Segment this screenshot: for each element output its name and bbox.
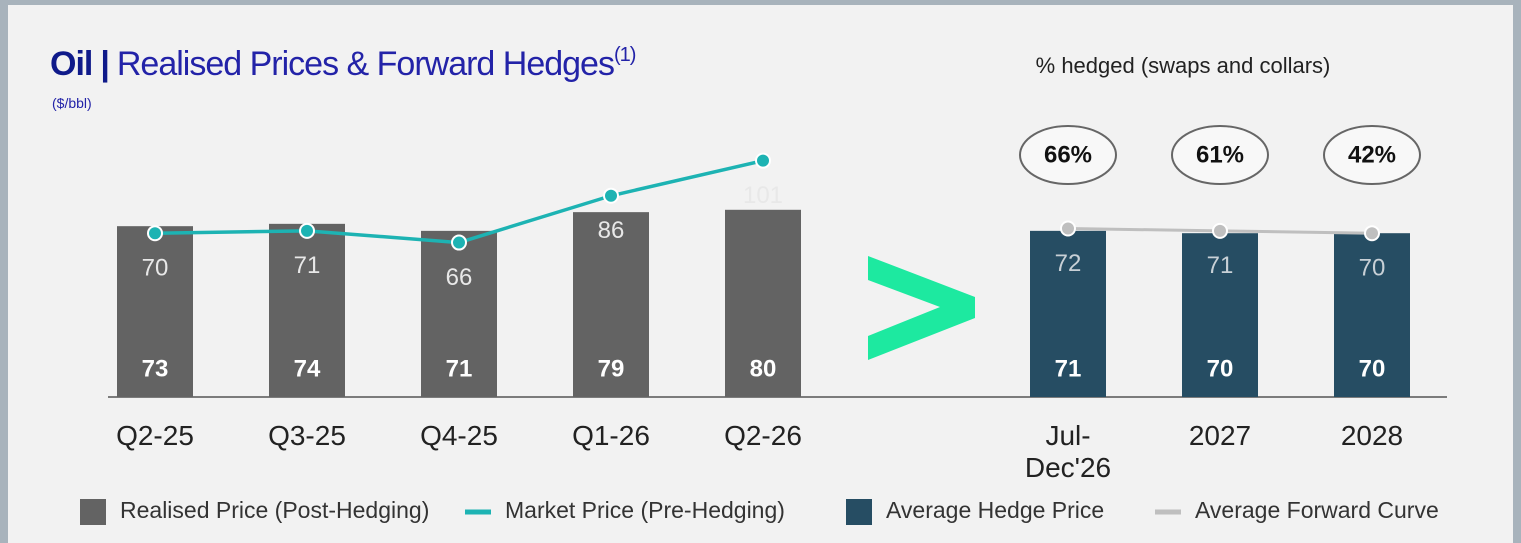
line-point <box>603 187 619 204</box>
x-tick-label: Q2-25 <box>116 420 194 451</box>
x-tick-label: 2028 <box>1340 420 1404 451</box>
bar-label: 70 <box>1207 355 1234 382</box>
title-sub: Realised Prices & Forward Hedges <box>116 45 615 83</box>
bar-label: 71 <box>446 355 473 382</box>
chevron <box>868 256 975 360</box>
line-point <box>755 152 771 169</box>
line-point <box>147 225 163 242</box>
x-tick-label: 2027 <box>1188 420 1252 451</box>
bar-label: 73 <box>142 355 169 382</box>
point-label: 70 <box>1359 255 1386 282</box>
line <box>154 158 764 245</box>
point-label: 66 <box>446 264 473 291</box>
legend-swatch <box>846 499 872 525</box>
x-tick-label: Jul-Dec'26 <box>1024 420 1112 483</box>
line-point <box>1212 222 1228 239</box>
bar <box>1334 233 1410 397</box>
point-label: 71 <box>294 252 321 279</box>
hedged-label: 66% <box>1044 141 1092 168</box>
bar <box>269 223 345 397</box>
x-tick-label: Q4-25 <box>420 420 498 451</box>
hedged-label: 42% <box>1348 141 1396 168</box>
point-label: 72 <box>1055 250 1082 277</box>
line-point <box>299 222 315 239</box>
bar <box>421 230 497 397</box>
hedged-label: 61% <box>1196 141 1244 168</box>
legend-swatch <box>80 499 106 525</box>
x-tick-label: Q3-25 <box>268 420 346 451</box>
bar-label: 74 <box>294 355 321 382</box>
line-point <box>451 234 467 251</box>
unit-label: ($/bbl) <box>52 95 92 111</box>
bar <box>117 226 193 397</box>
footnote-ref: (1) <box>613 44 636 66</box>
title-main: Oil <box>50 45 93 83</box>
x-tick-label: Q1-26 <box>572 420 650 451</box>
point-label: 70 <box>142 255 169 282</box>
legend-label: Market Price (Pre-Hedging) <box>505 497 785 523</box>
bar-label: 79 <box>598 355 625 382</box>
hedged-badge <box>1019 125 1117 185</box>
hedged-badge <box>1171 125 1269 185</box>
bar-label: 71 <box>1055 355 1082 382</box>
point-label: 101 <box>743 182 783 209</box>
chart-title: Oil | Realised Prices & Forward Hedges(1) <box>50 44 636 84</box>
legend-label: Average Forward Curve <box>1195 497 1439 523</box>
point-label: 86 <box>598 217 625 244</box>
point-label: 71 <box>1207 252 1234 279</box>
x-tick-label: Q2-26 <box>724 420 802 451</box>
bar <box>1030 230 1106 397</box>
line-point <box>1060 220 1076 237</box>
legend-label: Realised Price (Post-Hedging) <box>120 497 429 523</box>
legend-label: Average Hedge Price <box>886 497 1104 523</box>
bar <box>725 209 801 397</box>
bar <box>1182 233 1258 397</box>
bar-label: 80 <box>750 355 777 382</box>
hedged-title: % hedged (swaps and collars) <box>1036 53 1331 78</box>
hedged-badge <box>1323 125 1421 185</box>
title-separator: | <box>100 45 109 83</box>
bar <box>573 212 649 397</box>
line-point <box>1364 225 1380 242</box>
bar-label: 70 <box>1359 355 1386 382</box>
